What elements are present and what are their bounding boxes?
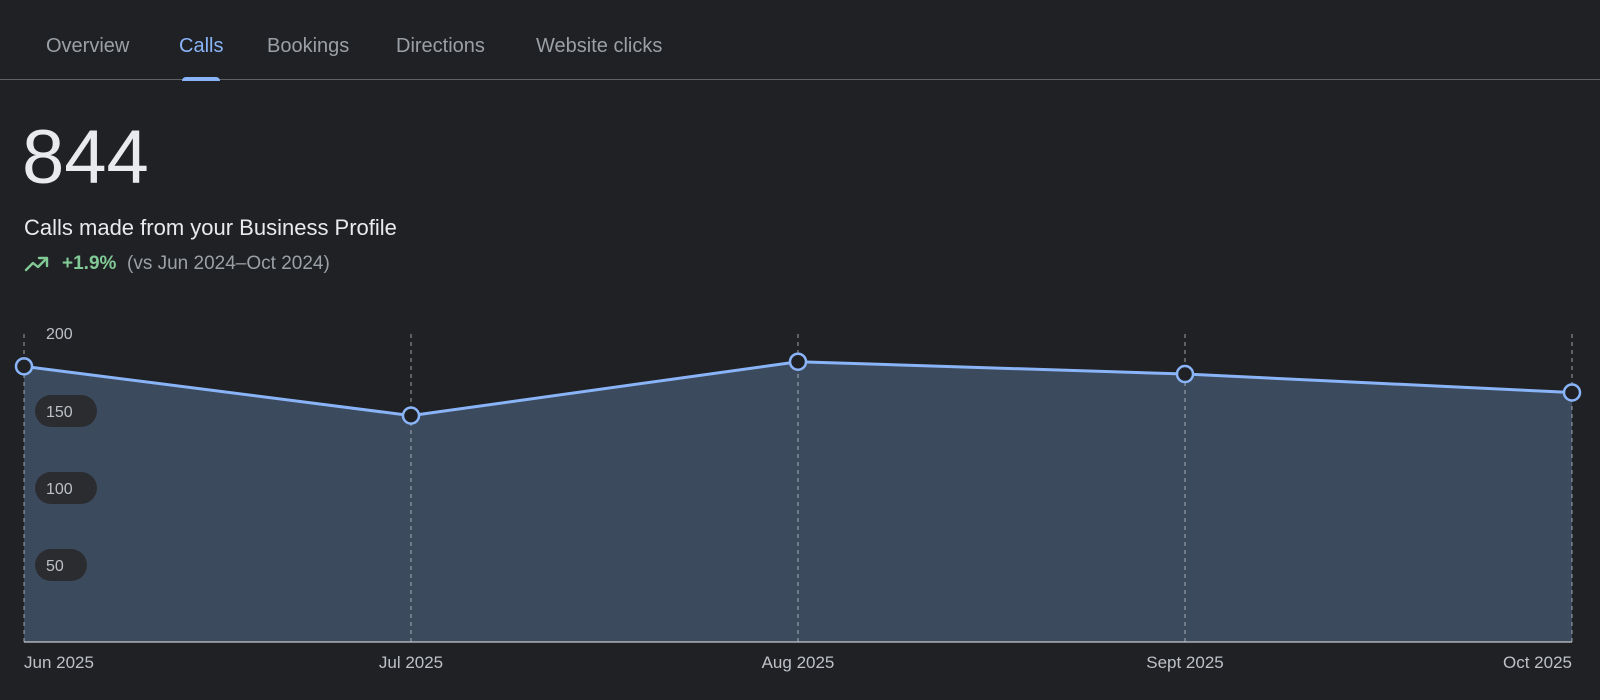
tab-directions-label: Directions xyxy=(396,35,485,57)
trend-change: +1.9% xyxy=(62,253,117,274)
tab-overview[interactable]: Overview xyxy=(46,0,129,80)
metric-label: Calls made from your Business Profile xyxy=(24,215,397,240)
data-point-2 xyxy=(401,406,421,425)
tab-website-clicks-label: Website clicks xyxy=(536,35,663,57)
tab-calls[interactable]: Calls xyxy=(179,0,224,81)
y-tick-pill-150 xyxy=(35,395,97,427)
y-tick-label-50: 50 xyxy=(46,558,64,575)
tab-overview-label: Overview xyxy=(46,35,130,57)
x-tick-label-2: Jul 2025 xyxy=(379,653,443,672)
y-tick-label-100: 100 xyxy=(46,481,73,498)
tab-website-clicks[interactable]: Website clicks xyxy=(536,0,662,80)
x-tick-label-5: Oct 2025 xyxy=(1503,653,1572,672)
metric-value: 844 xyxy=(22,115,149,200)
tab-bookings-label: Bookings xyxy=(267,35,350,57)
tab-indicator xyxy=(182,77,221,81)
y-tick-label-200: 200 xyxy=(46,326,73,343)
trending-up-icon xyxy=(24,256,49,272)
trend-comparison: (vs Jun 2024–Oct 2024) xyxy=(127,253,330,274)
y-tick-pill-100 xyxy=(35,472,97,504)
data-point-5 xyxy=(1562,383,1582,402)
x-tick-label-1: Jun 2025 xyxy=(24,653,94,672)
tab-bookings[interactable]: Bookings xyxy=(267,0,349,80)
calls-area-chart: 200 150 100 50 Jun 2025 Jul 2025 Aug 2025 Sept … xyxy=(14,326,1582,672)
tab-calls-label: Calls xyxy=(179,35,224,57)
y-tick-pill-50 xyxy=(35,549,87,581)
y-tick-label-150: 150 xyxy=(46,404,73,421)
data-point-1 xyxy=(14,357,34,376)
x-tick-label-4: Sept 2025 xyxy=(1146,653,1224,672)
data-point-3 xyxy=(788,352,808,371)
data-point-4 xyxy=(1175,364,1195,384)
x-tick-label-3: Aug 2025 xyxy=(762,653,835,672)
metric-tabs: Overview Calls Bookings Directions Websi… xyxy=(0,0,1600,81)
tab-directions[interactable]: Directions xyxy=(396,0,485,80)
